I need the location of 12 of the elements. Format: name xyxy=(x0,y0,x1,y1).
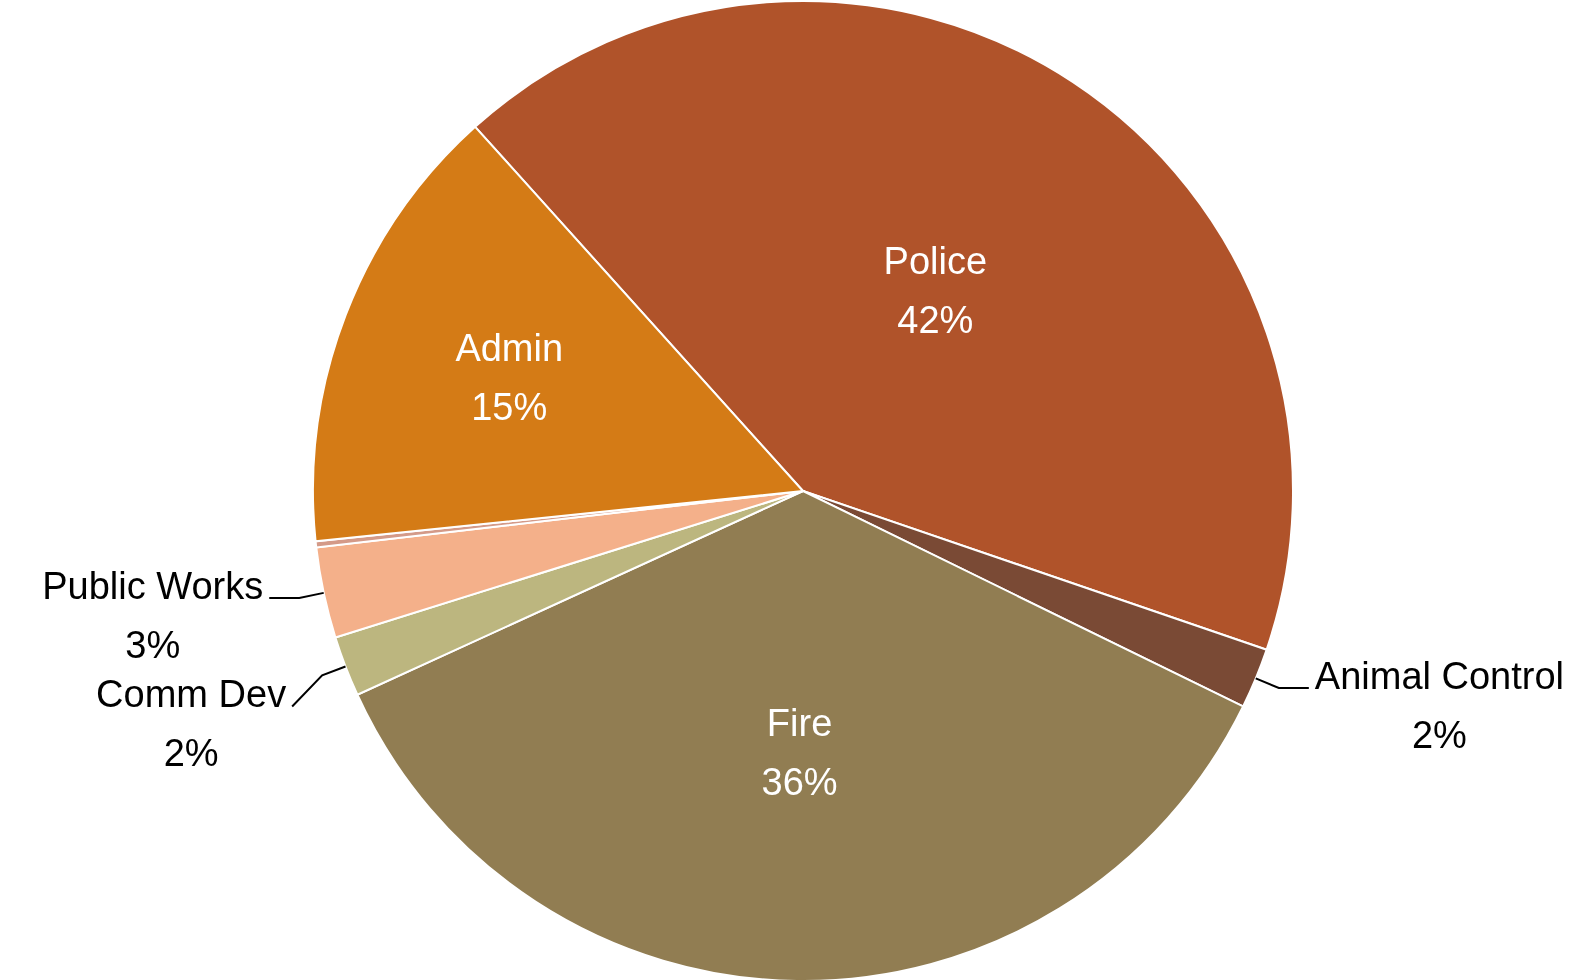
slice-label: Public Works xyxy=(42,565,264,608)
slice-label: Animal Control xyxy=(1314,655,1565,698)
data-label: 2% xyxy=(163,732,219,775)
data-label: 36% xyxy=(761,761,838,804)
slice-label: Police xyxy=(883,240,988,283)
slice-label: Comm Dev xyxy=(96,673,287,716)
data-label: 2% xyxy=(1411,714,1467,757)
data-label: 3% xyxy=(125,624,181,667)
slice-label: Admin xyxy=(455,327,564,370)
slice-label: Fire xyxy=(766,702,833,745)
data-label: 15% xyxy=(471,386,548,429)
data-label: 42% xyxy=(897,299,974,342)
